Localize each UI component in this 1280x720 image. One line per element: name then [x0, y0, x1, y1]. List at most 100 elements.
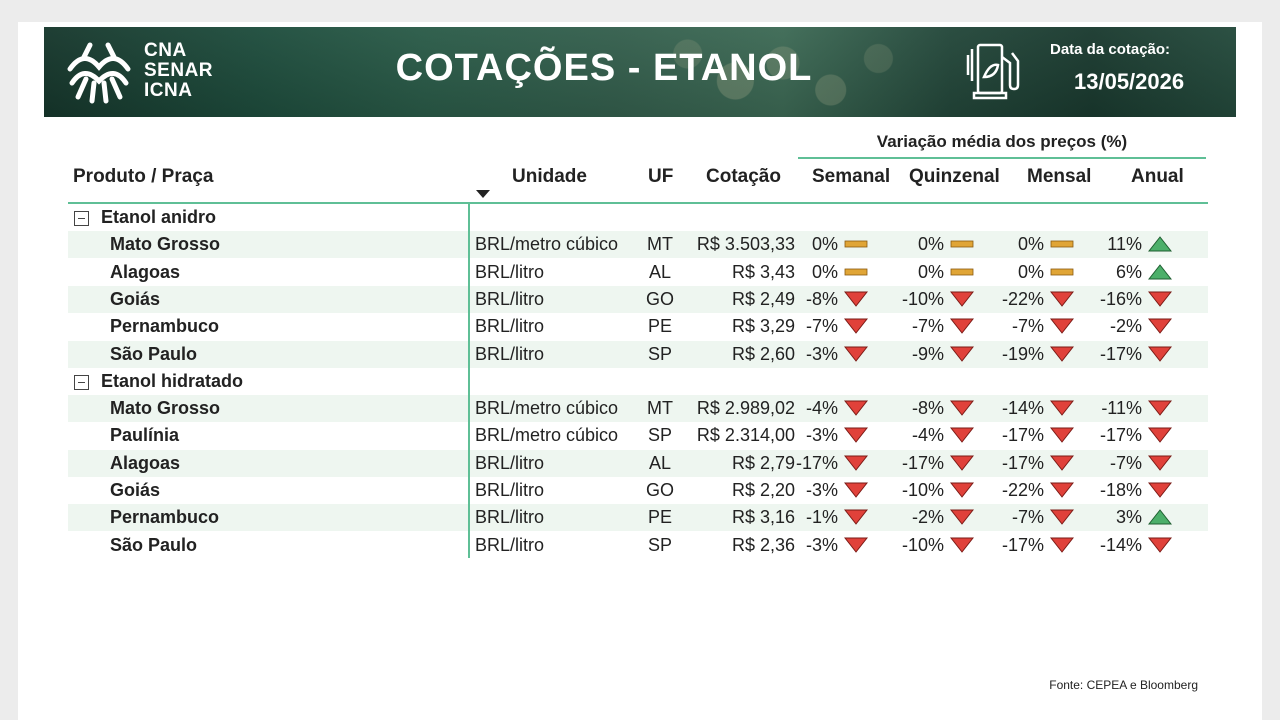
annual-change: -17% — [1099, 343, 1142, 364]
down-triangle-icon — [1148, 482, 1172, 498]
monthly-change: -17% — [1001, 425, 1044, 446]
uf-value: MT — [647, 398, 673, 419]
column-header-annual[interactable]: Anual — [1131, 166, 1184, 187]
down-triangle-icon — [1148, 455, 1172, 471]
down-triangle-icon — [950, 346, 974, 362]
group-label: Etanol hidratado — [101, 370, 244, 391]
biweekly-change: -17% — [901, 452, 944, 473]
stable-dash-icon — [950, 268, 974, 275]
biweekly-change: -10% — [901, 288, 944, 309]
column-header-uf[interactable]: UF — [648, 166, 674, 187]
table-row[interactable]: Goiás BRL/litro GO R$ 2,49 -8% -10% -22% -16% — [68, 285, 1208, 313]
down-triangle-icon — [950, 455, 974, 471]
table-row[interactable]: Pernambuco BRL/litro PE R$ 3,16 -1% -2% -7% 3% — [68, 504, 1208, 532]
biweekly-change: -10% — [901, 534, 944, 555]
group-row[interactable]: Etanol hidratado — [68, 368, 1208, 395]
column-header-product[interactable]: Produto / Praça — [73, 166, 214, 187]
table-row[interactable]: Mato Grosso BRL/metro cúbico MT R$ 3.503,33… — [68, 231, 1208, 259]
unit-value: BRL/litro — [475, 288, 545, 309]
monthly-change: 0% — [1017, 261, 1044, 282]
weekly-change: 0% — [811, 234, 838, 255]
uf-value: SP — [647, 534, 672, 555]
column-header-unit[interactable]: Unidade — [512, 166, 587, 187]
uf-value: GO — [645, 288, 674, 309]
fuel-pump-icon — [966, 43, 1020, 100]
stable-dash-icon — [1050, 240, 1074, 248]
annual-change: 11% — [1107, 234, 1142, 255]
monthly-change: -7% — [1011, 316, 1044, 337]
down-triangle-icon — [1050, 427, 1074, 444]
price-value: R$ 2,49 — [731, 288, 795, 309]
quote-date-value: 13/05/2026 — [1074, 69, 1185, 94]
weekly-change: -4% — [805, 398, 838, 419]
variation-header-underline — [798, 157, 1206, 159]
biweekly-change: -8% — [911, 398, 944, 419]
annual-change: -14% — [1099, 534, 1142, 555]
place-name: Alagoas — [110, 452, 181, 473]
table-row[interactable]: Goiás BRL/litro GO R$ 2,20 -3% -10% -22% -18% — [68, 477, 1208, 504]
annual-change: -7% — [1109, 452, 1142, 473]
down-triangle-icon — [1050, 509, 1074, 526]
biweekly-change: -9% — [911, 343, 944, 364]
logo-text: CNA SENAR ICNA — [144, 41, 213, 101]
table-row[interactable]: Mato Grosso BRL/metro cúbico MT R$ 2.989,02… — [68, 395, 1208, 423]
table-row[interactable]: Alagoas BRL/litro AL R$ 3,43 0% 0% 0% 6% — [68, 259, 1208, 286]
logo-line-senar: SENAR — [144, 60, 214, 81]
table-row[interactable]: Paulínia BRL/metro cúbico SP R$ 2.314,00 -3%… — [68, 422, 1208, 449]
down-triangle-icon — [1148, 537, 1172, 553]
down-triangle-icon — [950, 318, 974, 334]
uf-value: AL — [648, 261, 672, 282]
uf-value: SP — [647, 343, 672, 364]
unit-value: BRL/litro — [475, 316, 545, 337]
price-value: R$ 3,16 — [731, 507, 795, 528]
monthly-change: -14% — [1001, 398, 1044, 419]
annual-change: 3% — [1115, 507, 1142, 528]
down-triangle-icon — [1050, 318, 1074, 334]
price-value: R$ 2,60 — [731, 343, 795, 364]
column-header-monthly[interactable]: Mensal — [1027, 166, 1092, 187]
table-row[interactable]: São Paulo BRL/litro SP R$ 2,36 -3% -10% -17% -1… — [68, 532, 1208, 559]
sort-descending-icon[interactable] — [476, 190, 490, 198]
price-value: R$ 2.314,00 — [696, 425, 795, 446]
down-triangle-icon — [1050, 482, 1074, 498]
column-header-weekly[interactable]: Semanal — [812, 166, 891, 187]
column-header-price[interactable]: Cotação — [706, 166, 781, 187]
down-triangle-icon — [1148, 427, 1172, 444]
down-triangle-icon — [1148, 291, 1172, 307]
uf-value: AL — [648, 452, 672, 473]
biweekly-change: 0% — [917, 234, 944, 255]
uf-value: PE — [647, 316, 672, 337]
unit-value: BRL/litro — [475, 507, 545, 528]
column-header-biweekly[interactable]: Quinzenal — [909, 166, 1000, 187]
down-triangle-icon — [844, 537, 868, 553]
price-value: R$ 2,36 — [731, 534, 795, 555]
biweekly-change: 0% — [917, 261, 944, 282]
column-divider — [468, 204, 470, 558]
place-name: São Paulo — [110, 343, 198, 364]
down-triangle-icon — [950, 537, 974, 553]
weekly-change: -3% — [805, 343, 838, 364]
place-name: Pernambuco — [110, 507, 220, 528]
down-triangle-icon — [844, 291, 868, 307]
collapse-toggle-icon[interactable] — [74, 211, 89, 226]
unit-value: BRL/metro cúbico — [475, 398, 619, 419]
down-triangle-icon — [1050, 455, 1074, 471]
unit-value: BRL/metro cúbico — [475, 425, 619, 446]
table-row[interactable]: Pernambuco BRL/litro PE R$ 3,29 -7% -7% -7% -2% — [68, 313, 1208, 340]
stable-dash-icon — [1050, 268, 1074, 275]
collapse-toggle-icon[interactable] — [74, 374, 89, 390]
table-row[interactable]: Alagoas BRL/litro AL R$ 2,79 -17% -17% -17% -7% — [68, 449, 1208, 477]
down-triangle-icon — [844, 400, 868, 416]
place-name: Goiás — [110, 480, 161, 500]
table-row[interactable]: São Paulo BRL/litro SP R$ 2,60 -3% -9% -19% -17… — [68, 340, 1208, 368]
down-triangle-icon — [1050, 346, 1074, 362]
place-name: São Paulo — [110, 534, 198, 555]
place-name: Goiás — [110, 288, 161, 309]
cna-logo-icon — [67, 42, 131, 104]
unit-value: BRL/litro — [475, 343, 545, 364]
down-triangle-icon — [844, 509, 868, 526]
group-row[interactable]: Etanol anidro — [68, 204, 1208, 231]
down-triangle-icon — [1148, 400, 1172, 416]
place-name: Mato Grosso — [110, 234, 221, 255]
down-triangle-icon — [844, 318, 868, 334]
